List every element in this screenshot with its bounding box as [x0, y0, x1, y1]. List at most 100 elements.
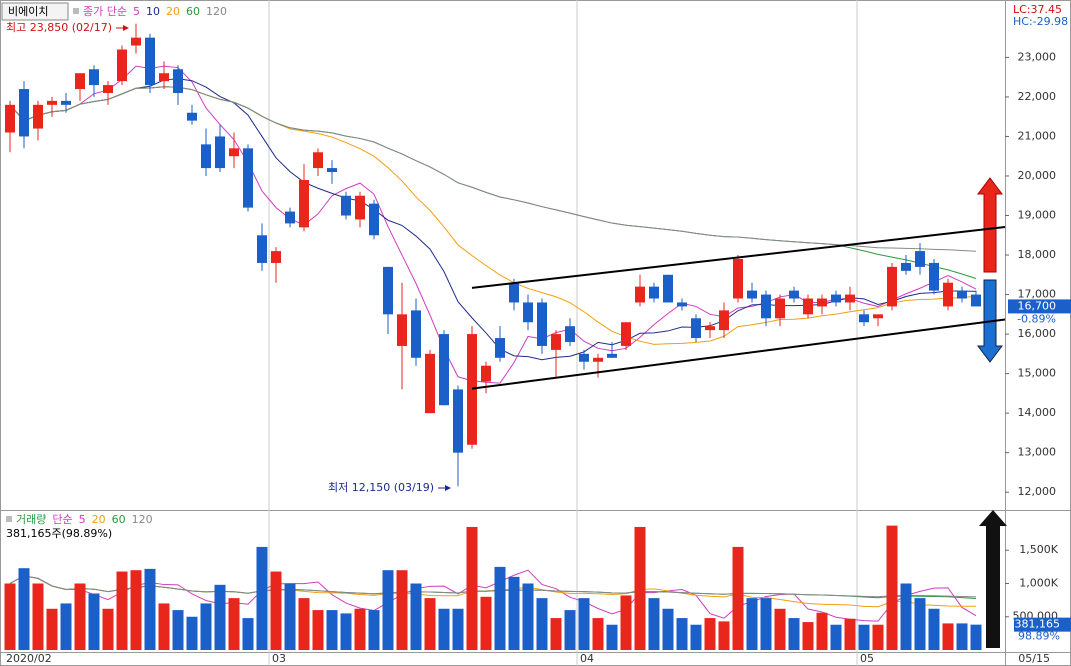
end-date: 05/15 — [1018, 652, 1050, 665]
candle-body — [789, 290, 799, 299]
volume-bar — [424, 598, 436, 650]
volume-bar — [466, 526, 478, 650]
volume-bar — [508, 576, 520, 650]
volume-bar — [158, 603, 170, 650]
volume-bar — [46, 608, 58, 650]
volume-bar — [410, 583, 422, 650]
volume-bar — [382, 570, 394, 650]
volume-bar — [564, 610, 576, 650]
candle-body — [397, 314, 407, 346]
volume-bar — [746, 598, 758, 650]
volume-bar — [592, 618, 604, 650]
volume-bar — [312, 610, 324, 650]
candle-body — [649, 286, 659, 299]
title-box — [1, 2, 69, 21]
volume-bar — [172, 610, 184, 650]
candle-body — [509, 282, 519, 303]
candle-body — [873, 314, 883, 319]
volume-pct: 98.89% — [1018, 630, 1060, 643]
legend-text: 20 — [92, 513, 106, 526]
trendline — [471, 318, 1006, 390]
candle-body — [327, 168, 337, 173]
volume-bar — [522, 583, 534, 650]
candle-body — [607, 353, 617, 358]
volume-bar — [858, 624, 870, 650]
y-tick-label: 1,500K — [1019, 543, 1058, 556]
candle-body — [103, 85, 113, 93]
candle-body — [523, 302, 533, 323]
volume-badge — [1014, 617, 1071, 632]
x-tick-label: 03 — [272, 652, 286, 665]
change-label: -0.89% — [1017, 312, 1056, 325]
candle-body — [887, 266, 897, 307]
candle-body — [621, 322, 631, 346]
annotation: 최저 12,150 (03/19) — [328, 481, 434, 494]
candle-body — [635, 286, 645, 303]
candle-body — [355, 195, 365, 220]
candle-body — [285, 211, 295, 224]
volume-bar — [438, 608, 450, 650]
up-arrow — [979, 510, 1007, 648]
volume-bar — [32, 583, 44, 650]
moving-average-line — [9, 86, 977, 252]
volume-bar — [60, 603, 72, 650]
candle-body — [229, 148, 239, 157]
moving-average-line — [9, 65, 977, 384]
volume-bar — [396, 570, 408, 650]
legend-text: 10 — [146, 5, 160, 18]
candle-body — [971, 294, 981, 307]
volume-bar — [718, 621, 730, 650]
legend-icon — [6, 516, 12, 522]
candle-body — [173, 69, 183, 93]
volume-bar — [662, 608, 674, 650]
volume-bar — [88, 593, 100, 650]
candle-body — [803, 298, 813, 315]
volume-bar — [648, 598, 660, 650]
x-tick-label: 2020/02 — [6, 652, 52, 665]
candle-body — [831, 294, 841, 303]
candle-body — [187, 112, 197, 121]
volume-bar — [242, 618, 254, 650]
volume-bar — [186, 616, 198, 650]
volume-bar — [634, 526, 646, 650]
candle-body — [915, 251, 925, 267]
legend-text: 20 — [166, 5, 180, 18]
trendline — [471, 225, 1006, 289]
candle-body — [467, 334, 477, 445]
x-tick-label: 05 — [860, 652, 874, 665]
candle-body — [691, 318, 701, 339]
volume-bar — [732, 546, 744, 650]
annotation: 최고 23,850 (02/17) — [6, 21, 112, 34]
legend-text: 60 — [186, 5, 200, 18]
candle-body — [117, 49, 127, 82]
candle-body — [733, 258, 743, 299]
candle-body — [75, 73, 85, 90]
volume-bar — [536, 598, 548, 650]
candle-body — [551, 334, 561, 350]
candle-body — [775, 298, 785, 319]
candle-body — [859, 314, 869, 323]
candle-body — [453, 389, 463, 453]
y-tick-label: 16,000 — [1018, 327, 1057, 340]
y-tick-label: 12,000 — [1018, 485, 1057, 498]
candle-body — [481, 365, 491, 382]
volume-bar — [872, 624, 884, 650]
candle-body — [677, 302, 687, 307]
volume-bar — [368, 610, 380, 650]
legend-text: 120 — [132, 513, 153, 526]
volume-bar — [914, 598, 926, 650]
candle-body — [817, 298, 827, 307]
volume-label: 381,165 — [1015, 618, 1061, 631]
volume-bar — [228, 598, 240, 650]
candle-body — [901, 262, 911, 271]
volume-bar — [690, 624, 702, 650]
volume-bar — [900, 583, 912, 650]
volume-bar — [130, 570, 142, 650]
legend-icon — [73, 8, 79, 14]
volume-bar — [816, 612, 828, 650]
volume-info: 381,165주(98.89%) — [6, 527, 112, 540]
candle-body — [145, 37, 155, 86]
moving-average-line — [9, 569, 977, 622]
volume-bar — [620, 595, 632, 650]
